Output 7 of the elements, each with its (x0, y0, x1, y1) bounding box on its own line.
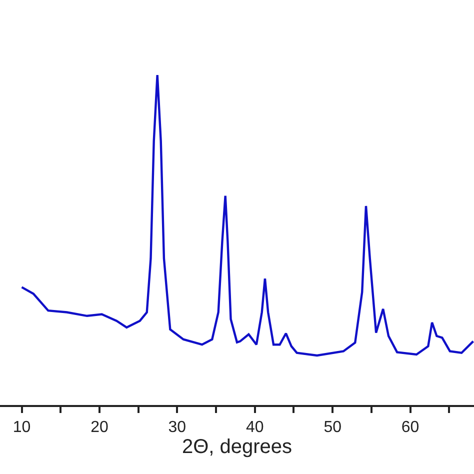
x-tick-label: 10 (12, 418, 31, 436)
x-tick-label: 20 (90, 418, 108, 436)
x-axis-title: 2Θ, degrees (182, 436, 292, 458)
x-tick-label: 30 (168, 418, 186, 436)
x-tick-label: 60 (401, 418, 420, 436)
x-tick-label: 40 (246, 418, 264, 436)
x-tick-label: 50 (324, 418, 342, 436)
